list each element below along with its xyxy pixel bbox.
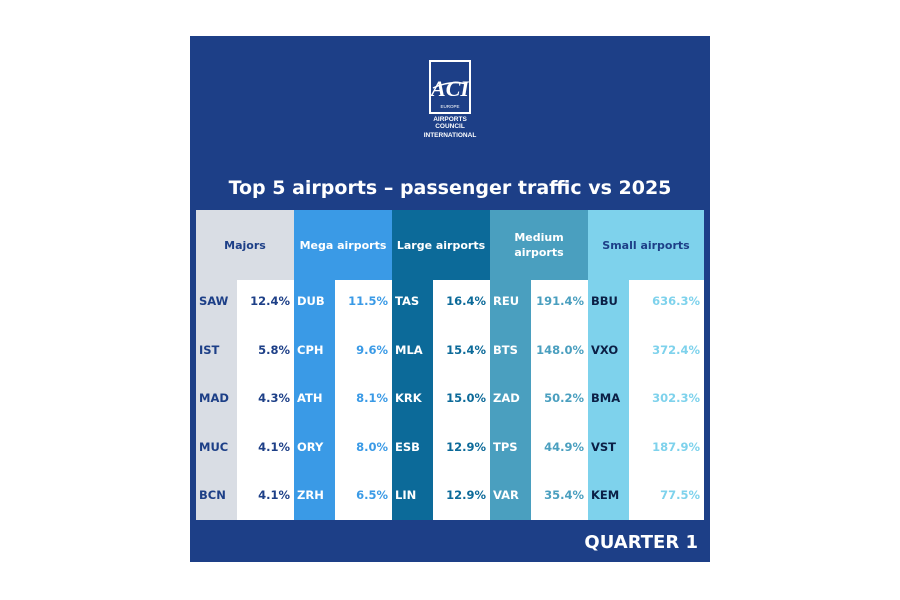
group-majors: Majors SAW IST MAD MUC BCN 12.4% 5.8% 4.… (196, 210, 294, 520)
airport-code: ZAD (493, 391, 520, 405)
airport-code: BBU (591, 294, 618, 308)
code-column-medium-airports: REU BTS ZAD TPS VAR (490, 280, 531, 520)
code-column-small-airports: BBU VXO BMA VST KEM (588, 280, 629, 520)
airport-code: SAW (199, 294, 229, 308)
traffic-change-value: 6.5% (356, 488, 388, 502)
traffic-change-value: 302.3% (652, 391, 700, 405)
group-header-large-airports: Large airports (392, 210, 490, 280)
page-title: Top 5 airports – passenger traffic vs 20… (228, 177, 672, 199)
traffic-change-value: 35.4% (544, 488, 584, 502)
aci-logo-mark: ACI EUROPE (429, 60, 471, 114)
code-column-majors: SAW IST MAD MUC BCN (196, 280, 237, 520)
traffic-change-value: 636.3% (652, 294, 700, 308)
airport-code: MUC (199, 440, 229, 454)
traffic-change-value: 12.9% (446, 440, 486, 454)
traffic-change-value: 5.8% (258, 343, 290, 357)
traffic-change-value: 191.4% (536, 294, 584, 308)
value-column-medium-airports: 191.4% 148.0% 50.2% 44.9% 35.4% (531, 280, 588, 520)
traffic-change-value: 148.0% (536, 343, 584, 357)
traffic-change-value: 4.1% (258, 440, 290, 454)
airport-code: IST (199, 343, 220, 357)
airport-code: DUB (297, 294, 325, 308)
airport-code: ATH (297, 391, 323, 405)
airport-code: KRK (395, 391, 422, 405)
logo-name-line1: AIRPORTS COUNCIL (433, 116, 467, 130)
airport-code: VAR (493, 488, 519, 502)
traffic-change-value: 372.4% (652, 343, 700, 357)
code-column-mega-airports: DUB CPH ATH ORY ZRH (294, 280, 335, 520)
airport-code: TPS (493, 440, 518, 454)
traffic-change-value: 15.4% (446, 343, 486, 357)
traffic-change-value: 4.3% (258, 391, 290, 405)
code-column-large-airports: TAS MLA KRK ESB LIN (392, 280, 433, 520)
traffic-change-value: 12.4% (250, 294, 290, 308)
group-small-airports: Small airports BBU VXO BMA VST KEM 636.3… (588, 210, 704, 520)
svg-text:ACI: ACI (431, 76, 469, 101)
airport-code: REU (493, 294, 520, 308)
airport-code: BCN (199, 488, 226, 502)
aci-europe-logo: ACI EUROPE AIRPORTS COUNCIL INTERNATIONA… (420, 60, 480, 150)
group-header-small-airports: Small airports (588, 210, 704, 280)
logo-name-line2: INTERNATIONAL (423, 132, 477, 139)
airport-code: MLA (395, 343, 423, 357)
airport-code: LIN (395, 488, 417, 502)
value-column-mega-airports: 11.5% 9.6% 8.1% 8.0% 6.5% (335, 280, 392, 520)
airport-code: BTS (493, 343, 518, 357)
airport-code: ZRH (297, 488, 324, 502)
traffic-change-value: 12.9% (446, 488, 486, 502)
traffic-change-value: 8.0% (356, 440, 388, 454)
group-header-medium-airports: Medium airports (490, 210, 588, 280)
airport-code: KEM (591, 488, 620, 502)
airport-code: TAS (395, 294, 420, 308)
traffic-change-value: 8.1% (356, 391, 388, 405)
group-header-mega-airports: Mega airports (294, 210, 392, 280)
group-large-airports: Large airports TAS MLA KRK ESB LIN 16.4%… (392, 210, 490, 520)
group-mega-airports: Mega airports DUB CPH ATH ORY ZRH 11.5% … (294, 210, 392, 520)
traffic-change-value: 15.0% (446, 391, 486, 405)
value-column-majors: 12.4% 5.8% 4.3% 4.1% 4.1% (237, 280, 294, 520)
airport-code: ESB (395, 440, 420, 454)
group-medium-airports: Medium airports REU BTS ZAD TPS VAR 191.… (490, 210, 588, 520)
airport-code: ORY (297, 440, 324, 454)
traffic-change-value: 187.9% (652, 440, 700, 454)
airport-code: VST (591, 440, 617, 454)
traffic-change-value: 50.2% (544, 391, 584, 405)
aci-logo-icon: ACI EUROPE (431, 76, 469, 109)
airport-code: BMA (591, 391, 621, 405)
airport-code: CPH (297, 343, 324, 357)
svg-text:EUROPE: EUROPE (440, 104, 459, 109)
quarter-label: QUARTER 1 (584, 532, 698, 553)
traffic-change-value: 9.6% (356, 343, 388, 357)
traffic-change-value: 11.5% (348, 294, 388, 308)
traffic-change-value: 77.5% (660, 488, 700, 502)
group-header-majors: Majors (196, 210, 294, 280)
airport-code: VXO (591, 343, 619, 357)
infographic-card: ACI EUROPE AIRPORTS COUNCIL INTERNATIONA… (190, 36, 710, 562)
value-column-large-airports: 16.4% 15.4% 15.0% 12.9% 12.9% (433, 280, 490, 520)
airport-code: MAD (199, 391, 229, 405)
traffic-change-value: 16.4% (446, 294, 486, 308)
traffic-change-value: 4.1% (258, 488, 290, 502)
value-column-small-airports: 636.3% 372.4% 302.3% 187.9% 77.5% (629, 280, 704, 520)
traffic-change-value: 44.9% (544, 440, 584, 454)
